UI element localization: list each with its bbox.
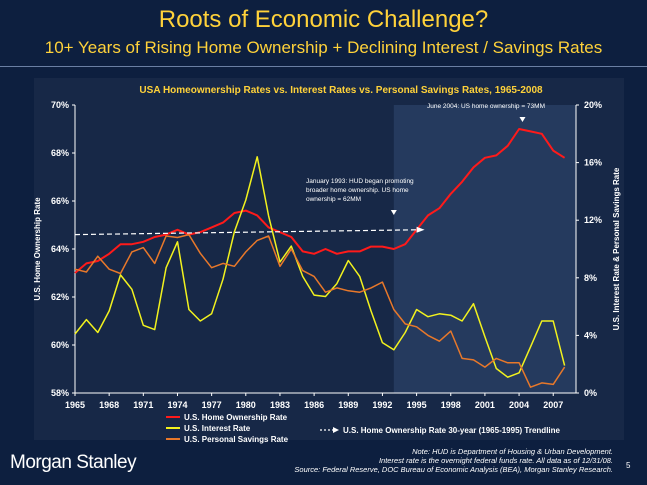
legend-label: U.S. Personal Savings Rate <box>184 435 289 444</box>
annotation-marker <box>519 117 526 122</box>
y-tick-label: 66% <box>51 196 69 206</box>
x-tick-label: 1995 <box>407 400 427 410</box>
y-tick-label: 60% <box>51 340 69 350</box>
page-number: 5 <box>626 461 631 470</box>
y-tick-label: 68% <box>51 148 69 158</box>
annotation-2004: June 2004: US home ownership = 73MM <box>427 103 545 110</box>
slide-title: Roots of Economic Challenge? <box>158 6 489 33</box>
y2-tick-label: 20% <box>584 100 602 110</box>
shaded-region <box>393 105 576 393</box>
x-tick-label: 1992 <box>372 400 392 410</box>
legend-label: U.S. Home Ownership Rate <box>184 413 288 422</box>
y2-tick-label: 16% <box>584 158 602 168</box>
trendline-arrowhead <box>416 226 425 233</box>
x-tick-label: 1965 <box>65 400 85 410</box>
x-tick-label: 1983 <box>270 400 290 410</box>
y-tick-label: 62% <box>51 292 69 302</box>
legend-swatch-arrow <box>333 427 339 433</box>
x-tick-label: 2007 <box>543 400 563 410</box>
morgan-stanley-logo: Morgan Stanley <box>10 452 137 473</box>
y2-tick-label: 12% <box>584 215 602 225</box>
y2-tick-label: 0% <box>584 388 597 398</box>
x-tick-label: 1971 <box>133 400 153 410</box>
y-tick-label: 58% <box>51 388 69 398</box>
annotation-1993: January 1993: HUD began promoting broader… <box>306 178 414 203</box>
y-tick-label: 64% <box>51 244 69 254</box>
y-tick-label: 70% <box>51 100 69 110</box>
slide-subtitle: 10+ Years of Rising Home Ownership + Dec… <box>44 38 603 57</box>
x-tick-label: 1977 <box>202 400 222 410</box>
note-line: Interest rate is the overnight federal f… <box>378 456 613 465</box>
interest-rate-line <box>74 156 566 378</box>
x-tick-label: 1980 <box>236 400 256 410</box>
x-tick-label: 2004 <box>509 400 529 410</box>
y2-tick-label: 8% <box>584 273 597 283</box>
legend-label: U.S. Home Ownership Rate 30-year (1965-1… <box>343 426 561 435</box>
x-tick-label: 1989 <box>338 400 358 410</box>
x-tick-label: 1986 <box>304 400 324 410</box>
line-chart: USA Homeownership Rates vs. Interest Rat… <box>33 78 624 444</box>
savings-rate-line <box>74 233 566 388</box>
note-line: Note: HUD is Department of Housing & Urb… <box>412 447 613 456</box>
home-ownership-line <box>74 128 566 274</box>
legend-label: U.S. Interest Rate <box>184 424 251 433</box>
x-tick-label: 1974 <box>167 400 187 410</box>
y2-tick-label: 4% <box>584 330 597 340</box>
annotation-marker <box>390 210 397 215</box>
source-notes: Note: HUD is Department of Housing & Urb… <box>283 447 613 474</box>
chart-title: USA Homeownership Rates vs. Interest Rat… <box>139 85 543 96</box>
x-tick-label: 2001 <box>475 400 495 410</box>
trendline <box>74 229 417 236</box>
note-line: Source: Federal Reserve, DOC Bureau of E… <box>294 465 613 474</box>
x-tick-label: 1998 <box>441 400 461 410</box>
y2-axis-title: U.S. Interest Rate & Personal Savings Ra… <box>612 167 621 330</box>
title-divider <box>0 66 647 67</box>
y-axis-title: U.S. Home Ownership Rate <box>33 197 42 301</box>
x-tick-label: 1968 <box>99 400 119 410</box>
